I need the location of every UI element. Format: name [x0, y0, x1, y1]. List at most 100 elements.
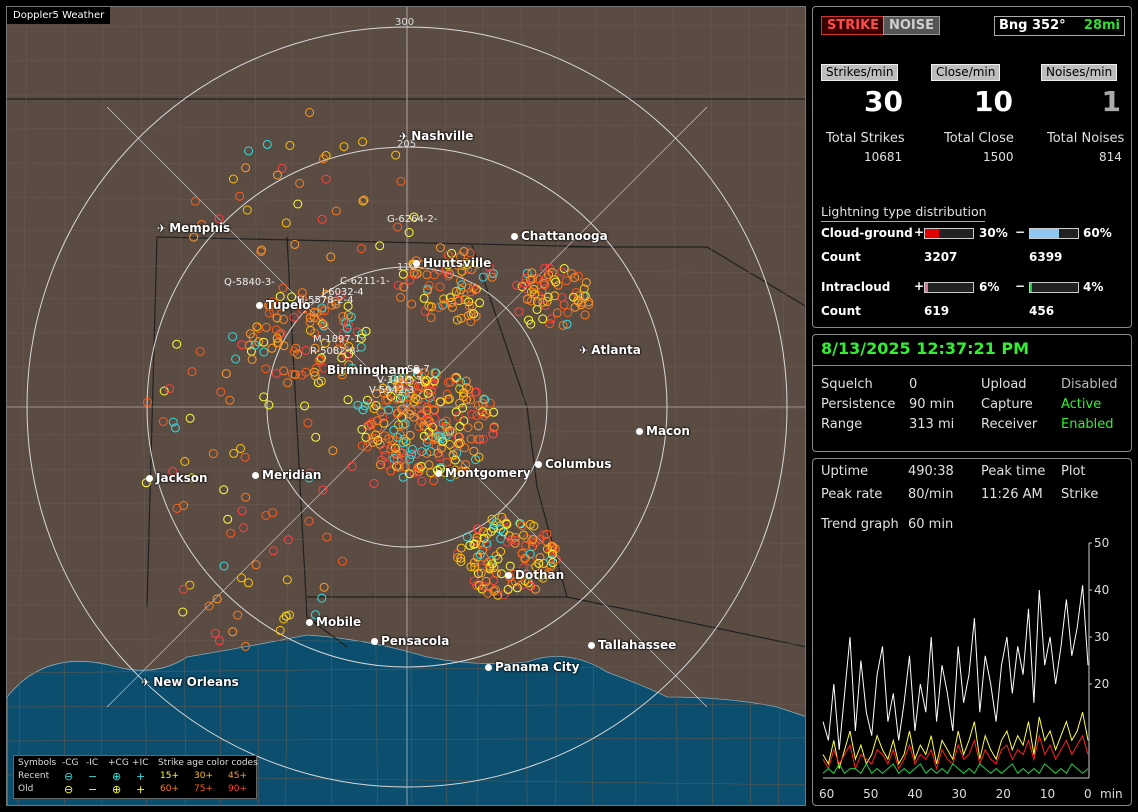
strike-marker: [413, 381, 423, 391]
strike-marker: [336, 290, 346, 300]
strike-marker: [454, 411, 463, 421]
strike-button[interactable]: STRIKE: [821, 16, 886, 35]
strike-marker: [178, 607, 188, 617]
strike-marker: [401, 436, 411, 446]
strike-marker: [450, 465, 460, 475]
squelch-value[interactable]: 0: [909, 377, 918, 392]
dot-icon: [306, 619, 313, 626]
strike-marker: [301, 345, 311, 355]
city-new-orleans: ✈ New Orleans: [141, 675, 239, 689]
strike-marker: [275, 625, 285, 635]
strike-marker: [303, 418, 313, 428]
strike-marker: [464, 301, 474, 311]
strike-marker: [279, 366, 289, 376]
strike-marker: [533, 274, 543, 284]
strike-marker: [472, 434, 482, 444]
ic-positive-count: 619: [924, 304, 950, 318]
receiver-value[interactable]: Enabled: [1061, 417, 1114, 432]
strike-marker: [322, 532, 332, 542]
strike-marker: [445, 269, 454, 279]
persistence-value[interactable]: 90 min: [909, 397, 955, 412]
strike-marker: [407, 450, 416, 459]
strike-marker: [527, 268, 537, 278]
pos-ic-symbol-old: +: [136, 783, 146, 796]
strike-marker: [358, 137, 368, 147]
strike-marker: [172, 339, 182, 349]
strike-marker: [422, 286, 432, 296]
total-noises-value: 814: [1099, 150, 1122, 164]
strike-marker: [521, 274, 531, 283]
strike-marker: [469, 309, 479, 319]
strike-marker: [491, 585, 501, 595]
strike-marker: [457, 280, 467, 290]
range-value[interactable]: 313 mi: [909, 417, 955, 432]
strike-marker: [344, 341, 354, 351]
strike-marker: [228, 174, 238, 184]
strike-marker: [289, 347, 299, 357]
strike-marker: [268, 297, 278, 307]
strike-marker: [443, 271, 453, 281]
ring-label: 300: [395, 17, 415, 28]
strike-marker: [474, 452, 484, 462]
squelch-label: Squelch: [821, 377, 873, 392]
strike-marker: [396, 393, 405, 403]
map-title: Doppler5 Weather: [7, 7, 111, 24]
strikes-per-min-header[interactable]: Strikes/min: [821, 64, 899, 81]
strike-marker: [466, 287, 476, 297]
city-columbus: Columbus: [535, 457, 612, 471]
strike-marker: [477, 563, 487, 573]
strike-marker: [357, 425, 367, 434]
strike-marker: [337, 370, 347, 380]
strike-marker: [454, 438, 464, 448]
strike-marker: [214, 214, 224, 224]
ic-positive-pct: 6%: [979, 280, 1000, 294]
strike-marker: [401, 388, 410, 398]
strike-marker: [429, 380, 439, 390]
strike-marker: [356, 333, 366, 343]
strike-marker: [404, 375, 414, 385]
strike-marker: [538, 276, 548, 286]
strike-marker: [530, 289, 540, 299]
strike-marker: [416, 461, 426, 471]
strike-marker: [384, 405, 394, 415]
city-dothan: Dothan: [505, 568, 564, 582]
strike-marker: [456, 553, 466, 563]
strike-marker: [290, 239, 300, 249]
strike-marker: [316, 353, 326, 363]
lightning-map[interactable]: Doppler5 Weather 300 205 110: [6, 6, 806, 806]
age-75: 75+: [194, 784, 213, 794]
strike-marker: [416, 411, 426, 421]
strike-marker: [557, 293, 567, 302]
trend-series-line: [822, 585, 1089, 750]
strike-marker: [435, 243, 445, 253]
peak-time-label: Peak time: [981, 464, 1046, 479]
strike-marker: [542, 544, 552, 554]
trend-graph-value[interactable]: 60 min: [908, 517, 954, 532]
noise-button[interactable]: NOISE: [883, 16, 941, 35]
strike-marker: [180, 457, 190, 466]
strike-marker: [526, 536, 536, 546]
ic-plus-sign: +: [914, 279, 925, 293]
noises-per-min-header[interactable]: Noises/min: [1041, 64, 1118, 81]
strike-marker: [547, 549, 557, 559]
strike-marker: [168, 417, 178, 427]
city-nashville: ✈ Nashville: [399, 129, 474, 143]
x-tick-label: 60: [819, 787, 834, 801]
close-per-min-header[interactable]: Close/min: [931, 64, 1001, 81]
strike-marker: [531, 562, 541, 572]
strike-marker: [546, 543, 556, 553]
divider: [821, 221, 985, 222]
strike-marker: [305, 306, 315, 316]
strike-marker: [455, 398, 465, 408]
strike-marker: [534, 558, 544, 568]
plot-value[interactable]: Strike: [1061, 487, 1099, 502]
strike-marker: [447, 302, 457, 312]
strike-marker: [433, 448, 443, 458]
strike-marker: [483, 557, 493, 567]
strike-marker: [519, 563, 528, 573]
upload-value[interactable]: Disabled: [1061, 377, 1118, 392]
city-macon: Macon: [636, 424, 690, 438]
strike-marker: [476, 568, 486, 578]
capture-value[interactable]: Active: [1061, 397, 1102, 412]
distribution-title: Lightning type distribution: [821, 204, 987, 219]
